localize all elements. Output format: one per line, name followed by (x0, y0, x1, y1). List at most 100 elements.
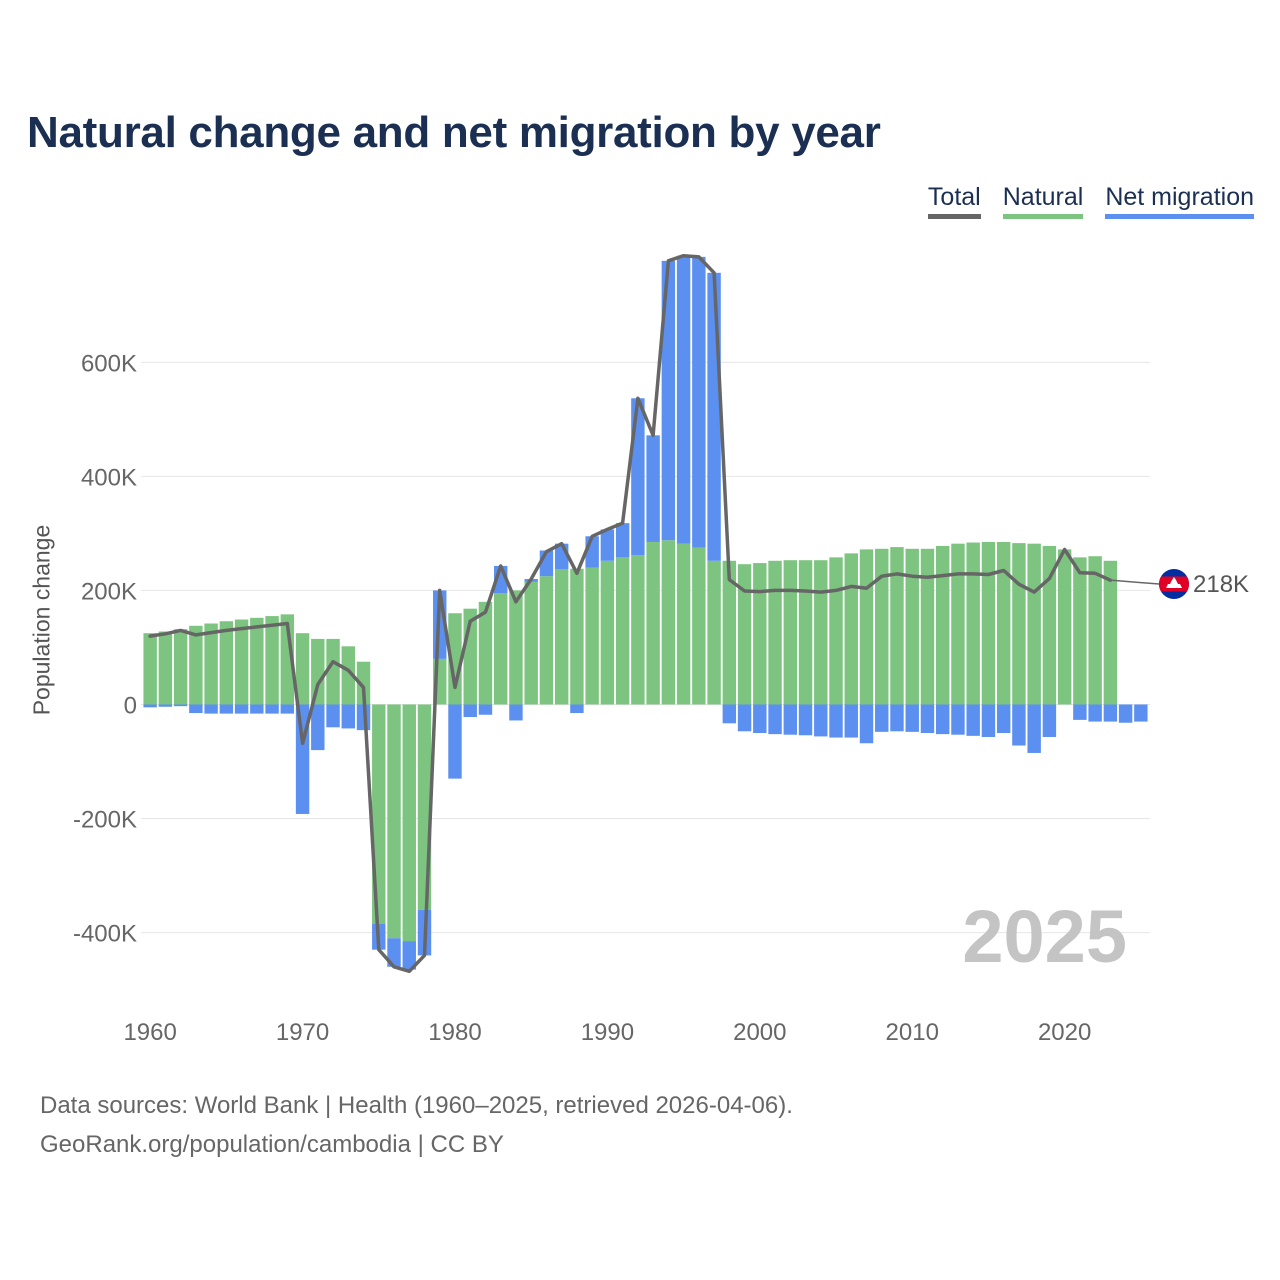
bar-net-migration (875, 704, 889, 732)
bar-natural (295, 633, 310, 705)
bar-natural (722, 560, 737, 705)
gridlines (141, 361, 1150, 934)
bar-natural (859, 549, 874, 705)
bar-natural (204, 623, 218, 705)
bar-net-migration (265, 704, 279, 714)
legend-item-net-migration[interactable]: Net migration (1105, 182, 1254, 219)
bar-net-migration (981, 704, 996, 737)
bar-net-migration (1073, 704, 1087, 720)
bar-natural (920, 548, 935, 705)
bar-natural (707, 560, 721, 705)
bar-natural (173, 629, 188, 705)
bar-net-migration (829, 704, 843, 738)
bar-net-migration (615, 523, 630, 558)
bar-net-migration (1134, 704, 1148, 722)
bar-net-migration (859, 704, 874, 744)
bar-natural (1057, 549, 1072, 705)
y-axis-ticks: -400K -200K 0 200K 400K 600K (73, 350, 137, 947)
bar-natural (509, 590, 523, 705)
y-tick-label: 400K (81, 464, 137, 491)
bar-net-migration (844, 704, 858, 738)
bar-net-migration (478, 704, 493, 715)
bar-net-migration (1088, 704, 1102, 722)
source-note: Data sources: World Bank | Health (1960–… (40, 1086, 793, 1164)
x-tick-label: 1960 (123, 1019, 176, 1046)
bar-net-migration (1118, 704, 1133, 723)
y-tick-label: -400K (73, 921, 137, 948)
bar-natural (311, 638, 325, 705)
bar-net-migration (676, 255, 691, 544)
bar-natural (905, 548, 919, 705)
x-tick-label: 2010 (886, 1019, 939, 1046)
bar-net-migration (951, 704, 965, 735)
bar-net-migration (814, 704, 828, 737)
end-label: 218K (1193, 571, 1249, 598)
bar-net-migration (448, 704, 462, 779)
bar-net-migration (1103, 704, 1118, 722)
bar-net-migration (996, 704, 1011, 733)
bar-net-migration (219, 704, 234, 714)
bar-net-migration (570, 704, 584, 714)
bar-natural (265, 616, 279, 705)
bar-natural (250, 617, 264, 705)
bar-natural (631, 555, 645, 705)
x-tick-label: 2020 (1038, 1019, 1091, 1046)
bar-net-migration (707, 272, 721, 561)
total-line (148, 253, 1113, 974)
bar-net-migration (783, 704, 798, 735)
bar-net-migration (280, 704, 295, 714)
bar-natural (753, 563, 767, 705)
y-tick-label: -200K (73, 807, 137, 834)
bar-natural (478, 601, 493, 705)
bar-natural (189, 625, 203, 705)
bar-net-migration (204, 704, 218, 714)
bar-natural (387, 704, 401, 939)
legend-item-total[interactable]: Total (927, 182, 981, 219)
bar-natural (966, 542, 980, 705)
bar-natural (326, 638, 340, 705)
bar-net-migration (234, 704, 249, 714)
bar-net-migration (463, 704, 477, 718)
bar-natural (219, 621, 234, 705)
bar-natural (1073, 557, 1087, 705)
bar-net-migration (646, 435, 660, 542)
source-line-1: Data sources: World Bank | Health (1960–… (40, 1092, 793, 1119)
y-tick-label: 600K (81, 350, 137, 377)
bar-net-migration (600, 529, 615, 561)
bar-natural (936, 545, 950, 705)
bar-net-migration (905, 704, 919, 732)
x-axis-ticks: 1960 1970 1980 1990 2000 2010 2020 (123, 1019, 1091, 1046)
chart: -400K -200K 0 200K 400K 600K 1960 1970 1980 1990… (73, 253, 1249, 1046)
bar-net-migration (753, 704, 767, 733)
bar-net-migration (173, 704, 188, 707)
bar-natural (676, 543, 691, 705)
bar-natural (524, 581, 538, 705)
bar-net-migration (737, 704, 752, 732)
bar-net-migration (966, 704, 980, 736)
x-tick-label: 2000 (733, 1019, 786, 1046)
bar-net-migration (920, 704, 935, 733)
series-total (148, 253, 1113, 974)
bar-natural (356, 661, 371, 705)
bar-natural (829, 557, 843, 705)
end-marker: 218K (1110, 569, 1249, 599)
bar-natural (1012, 543, 1026, 705)
bar-natural (890, 547, 904, 705)
bar-natural (996, 541, 1011, 705)
bar-natural (158, 631, 173, 705)
bar-net-migration (1042, 704, 1057, 737)
bar-net-migration (936, 704, 950, 735)
bar-net-migration (722, 704, 737, 724)
chart-title: Natural change and net migration by year (27, 108, 881, 157)
bar-net-migration (250, 704, 264, 714)
bar-net-migration (768, 704, 782, 735)
bar-natural (493, 593, 508, 705)
bar-natural (737, 564, 752, 705)
bar-net-migration (890, 704, 904, 732)
bar-natural (1088, 556, 1102, 705)
bar-natural (692, 547, 706, 705)
legend-item-natural[interactable]: Natural (1002, 182, 1084, 219)
bar-natural (783, 560, 798, 705)
bar-natural (341, 646, 355, 705)
source-line-2[interactable]: GeoRank.org/population/cambodia | CC BY (40, 1131, 504, 1158)
